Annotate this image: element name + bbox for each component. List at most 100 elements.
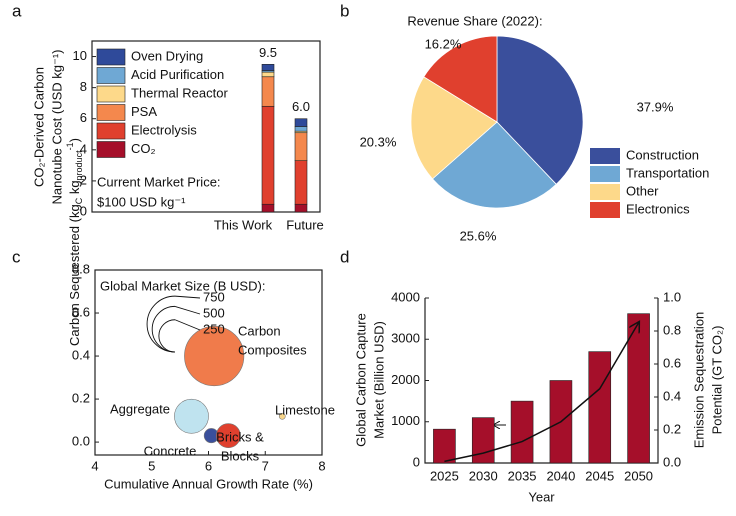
y-tick-label: 0.4 [72,347,90,362]
y-tick-label: 6 [80,110,87,125]
panel-label: c [12,247,21,266]
panel-label: b [340,1,349,20]
bubble [278,412,286,420]
x-tick-label: 4 [91,458,98,473]
y2-axis-label: Potential (GT CO₂) [709,326,724,435]
legend-swatch [96,104,126,121]
bubble-label: Limestone [275,402,335,417]
bar [588,351,612,464]
x-tick-label: This Work [214,217,273,232]
y-tick-label: 0.0 [72,434,90,449]
x-tick-label: 2035 [508,468,537,483]
bar [471,417,495,464]
label-part: product [74,150,84,181]
pie-slice [410,76,498,180]
data-label: 20.3% [360,134,397,149]
y-axis-label: CO₂-Derived Carbon [31,67,46,187]
size-legend-leader [174,295,201,299]
panel-label: a [12,1,22,20]
data-label: 37.9% [637,99,674,114]
y2-tick-label: 0.6 [663,355,681,370]
label-part: -1 [65,142,75,150]
pie-slice [423,35,498,123]
y-tick-label: 2 [80,172,87,187]
legend-swatch [590,148,620,164]
y-axis-label: Nanotube Cost (USD kg⁻¹) [49,50,64,205]
bubble-label: Bricks & [216,429,264,444]
y-tick-label: 10 [73,48,87,63]
y2-tick-label: 0.4 [663,388,681,403]
x-tick-label: Future [286,217,324,232]
x-tick-label: 7 [262,458,269,473]
data-label: 25.6% [460,228,497,243]
data-label: 16.2% [425,36,462,51]
x-tick-label: 5 [148,458,155,473]
annotation: Current Market Price: [97,174,221,189]
y-tick-label: 8 [80,79,87,94]
size-legend-arc [158,319,176,353]
y-tick-label: 4 [80,141,87,156]
bubble-label: Carbon [238,323,281,338]
x-tick-label: 2045 [585,468,614,483]
bubble-label: Composites [238,342,307,357]
bubble [174,398,209,434]
y2-tick-label: 1.0 [663,289,681,304]
size-legend-label: 250 [203,321,225,336]
legend-label: PSA [131,104,157,119]
legend-label: Electrolysis [131,122,197,137]
legend-swatch [96,67,126,84]
bar-segment [261,105,275,205]
bar [627,313,650,464]
legend-label: Thermal Reactor [131,85,228,100]
x-axis-label: Year [528,489,555,504]
bar-segment [261,76,275,107]
x-tick-label: 8 [318,458,325,473]
legend-swatch [590,202,620,218]
bar-segment [294,118,308,127]
y-tick-label: 0.8 [72,261,90,276]
legend-swatch [96,48,126,66]
legend-label: Transportation [626,165,709,180]
bubble-label: Blocks [221,448,260,463]
bar-segment [261,71,275,78]
y-tick-label: 3000 [391,331,420,346]
y-axis-label: Market (Billion USD) [371,321,386,439]
legend-swatch [96,122,126,140]
panel-label: d [340,247,349,266]
legend-swatch [96,141,126,158]
x-tick-label: 6 [205,458,212,473]
bar-segment [261,64,275,71]
legend-label: Electronics [626,201,690,216]
x-axis-label: Cumulative Annual Growth Rate (%) [104,476,313,491]
plot-frame [91,40,321,213]
y-tick-label: 0 [80,203,87,218]
y2-tick-label: 0.0 [663,454,681,469]
total-label: 6.0 [292,99,310,114]
bar-segment [294,126,308,132]
y2-tick-label: 0.8 [663,322,681,337]
x-tick-label: 2025 [430,468,459,483]
annotation: $100 USD kg⁻¹ [97,194,186,209]
x-tick-label: 2030 [469,468,498,483]
label-part: C [74,197,84,204]
bar-segment [294,132,308,162]
y-axis-label: Global Carbon Capture [353,313,368,447]
y2-axis-label: Emission Sequestration [691,312,706,449]
legend-swatch [96,85,126,103]
y-tick-label: 0.6 [72,304,90,319]
bar-segment [261,203,275,213]
y-tick-label: 0 [413,454,420,469]
legend-label: CO₂ [131,141,156,156]
y-axis-label: Carbon Sequestered (kgC kgproduct-1) [65,138,84,346]
plot-frame [424,298,659,464]
x-tick-label: 2040 [546,468,575,483]
bar-segment [294,160,308,205]
y-tick-label: 1000 [391,413,420,428]
y-tick-label: 0.2 [72,391,90,406]
size-legend-title: Global Market Size (B USD): [100,278,265,293]
bubble [184,326,245,387]
bubble [215,423,241,449]
pie-slice [496,35,584,185]
bar [510,400,534,464]
